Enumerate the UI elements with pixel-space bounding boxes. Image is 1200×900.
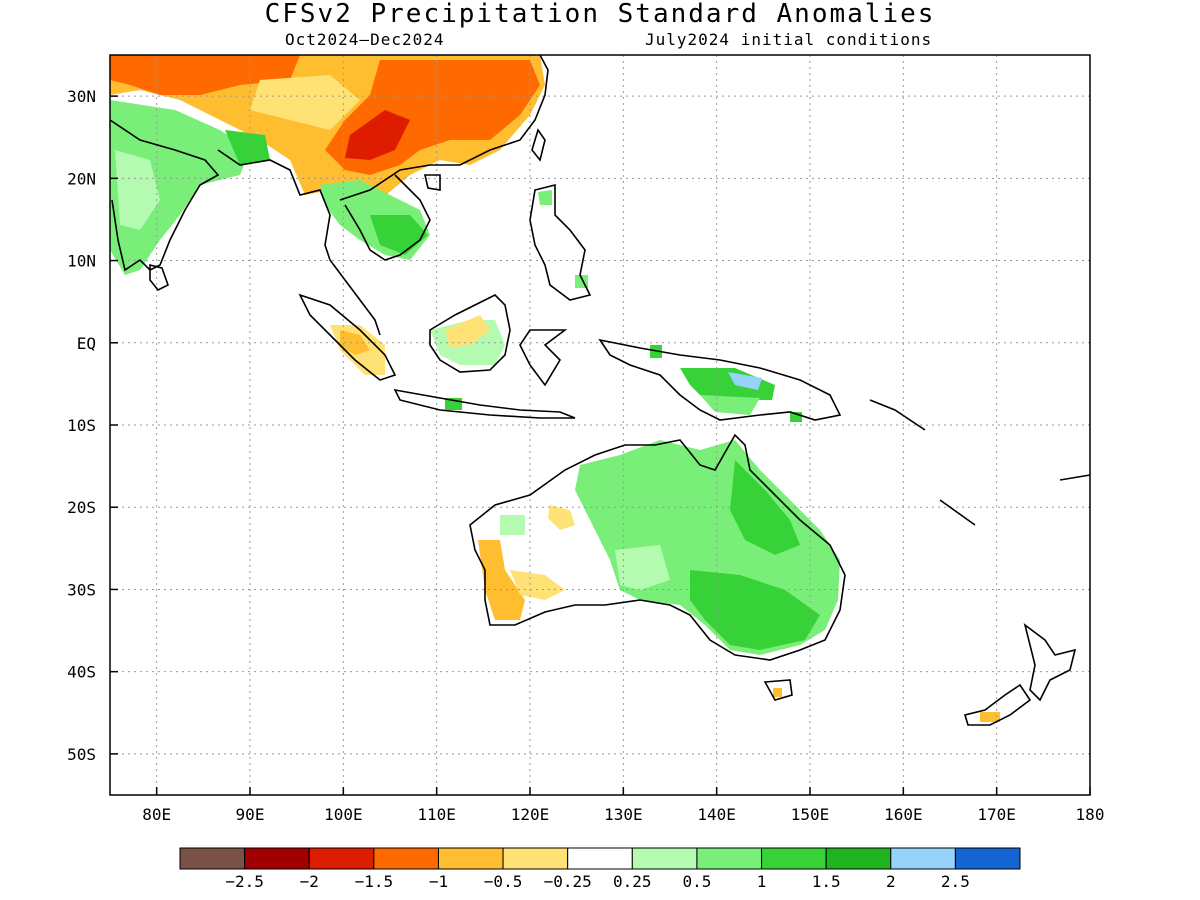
lon-tick-label: 120E [511, 805, 550, 824]
colorbar-label: 2 [886, 872, 896, 891]
lon-tick-label: 80E [142, 805, 171, 824]
anomaly-australia-darkgreen [690, 570, 820, 650]
colorbar-swatch [179, 847, 246, 870]
coast-java [393, 388, 576, 419]
anomaly-tas-orange [773, 688, 782, 697]
colorbar-label: −0.5 [484, 872, 523, 891]
coast-sumatra [298, 293, 397, 381]
anomaly-wa-orange [478, 540, 525, 620]
lon-tick-label: 100E [324, 805, 363, 824]
anomaly-tibet-yellow [250, 75, 360, 130]
anomaly-india-lightgreen [115, 150, 160, 230]
lat-tick-label: EQ [77, 334, 96, 353]
lon-tick-label: 160E [884, 805, 923, 824]
coast-australia [469, 433, 846, 661]
coast-hainan [423, 174, 441, 191]
coast-indochina [344, 174, 431, 261]
lat-tick-label: 50S [67, 745, 96, 764]
coast-sulawesi [519, 329, 568, 387]
anomaly-sa-lightgreen [615, 545, 670, 590]
colorbar-swatch [890, 847, 956, 870]
colorbar-swatch [437, 847, 504, 870]
anomaly-china-red [345, 110, 410, 160]
lat-tick-label: 30S [67, 580, 96, 599]
lon-tick-label: 140E [697, 805, 736, 824]
colorbar-label: 1 [757, 872, 767, 891]
anomaly-wa-yellow [510, 570, 565, 600]
anomaly-pilbara-yellow [548, 505, 575, 530]
colorbar-label: −2.5 [225, 872, 264, 891]
colorbar-swatch [761, 847, 827, 870]
colorbar-swatch [825, 847, 892, 870]
lat-tick-label: 40S [67, 663, 96, 682]
colorbar: −2.5 −2 −1.5 −1 −0.5 −0.25 0.25 0.5 1 1.5 2 2.5 [179, 847, 1021, 891]
anomaly-png-blue [728, 372, 762, 390]
map-frame [109, 54, 1091, 796]
graticule [110, 55, 1090, 795]
anomaly-layer [110, 55, 1000, 722]
map-title: CFSv2 Precipitation Standard Anomalies [264, 0, 936, 29]
colorbar-swatch [373, 847, 439, 870]
coast-taiwan [531, 128, 546, 162]
lon-tick-label: 110E [417, 805, 456, 824]
colorbar-label: −1 [429, 872, 448, 891]
lat-tick-label: 20S [67, 498, 96, 517]
lon-tick-label: 130E [604, 805, 643, 824]
coast-new-zealand-north [1023, 623, 1077, 702]
anomaly-sumatra-orange [340, 330, 370, 355]
lat-tick-label: 10N [67, 252, 96, 271]
lon-tick-label: 170E [977, 805, 1016, 824]
coast-borneo [429, 294, 511, 373]
coast-new-guinea [598, 338, 842, 421]
coast-sri-lanka [149, 263, 169, 292]
lat-tick-label: 20N [67, 169, 96, 188]
coastlines [109, 54, 1091, 726]
colorbar-label: −1.5 [355, 872, 394, 891]
colorbar-swatch [502, 847, 569, 870]
initial-conditions: July2024 initial conditions [645, 30, 933, 49]
coast-asia [109, 54, 549, 336]
anomaly-philippines-green [538, 190, 552, 205]
anomaly-png-green [680, 368, 775, 400]
coast-solomon [869, 399, 1091, 526]
anomaly-wa-lightgreen [500, 515, 525, 535]
lat-tick-label: 30N [67, 87, 96, 106]
anomaly-borneo-yellow [445, 315, 490, 348]
anomaly-nwindia-orange [110, 55, 300, 95]
anomaly-png-lightgreen [700, 395, 760, 415]
coast-new-zealand-south [963, 683, 1032, 726]
colorbar-swatch [244, 847, 310, 870]
anomaly-bangladesh-green [225, 130, 270, 165]
forecast-period: Oct2024–Dec2024 [285, 30, 445, 49]
colorbar-label: 1.5 [812, 872, 841, 891]
lon-tick-label: 150E [791, 805, 830, 824]
lon-tick-label: 180 [1076, 805, 1105, 824]
lat-tick-label: 10S [67, 416, 96, 435]
coast-philippines [529, 183, 592, 301]
colorbar-swatch [567, 847, 633, 870]
longitude-axis: 80E 90E 100E 110E 120E 130E 140E 150E 160E 170E 18… [142, 787, 1104, 824]
colorbar-label: −0.25 [544, 872, 592, 891]
colorbar-label: 0.5 [682, 872, 711, 891]
colorbar-label: 2.5 [941, 872, 970, 891]
anomaly-india-green [110, 100, 250, 275]
latitude-axis: 30N 20N 10N EQ 10S 20S 30S 40S 50S [67, 87, 118, 764]
colorbar-swatch [308, 847, 375, 870]
colorbar-label: 0.25 [613, 872, 652, 891]
anomaly-nz-orange [980, 712, 1000, 722]
colorbar-label: −2 [300, 872, 319, 891]
lon-tick-label: 90E [236, 805, 265, 824]
colorbar-swatch [631, 847, 698, 870]
coast-tasmania [763, 679, 793, 701]
colorbar-swatch [696, 847, 763, 870]
colorbar-swatch [954, 847, 1021, 870]
